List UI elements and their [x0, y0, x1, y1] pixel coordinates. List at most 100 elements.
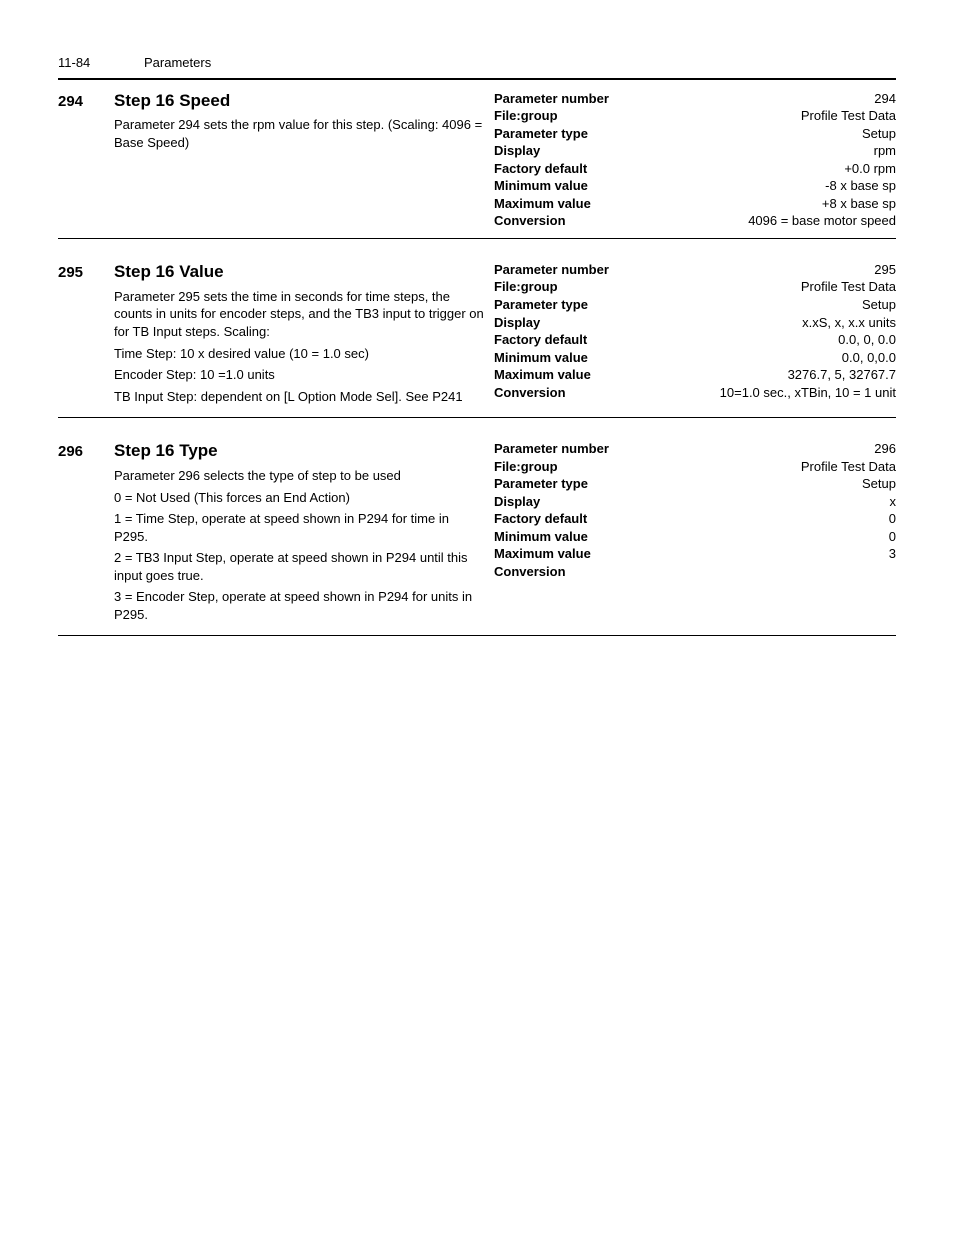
parameter-description: Parameter 294 sets the rpm value for thi… — [114, 116, 484, 151]
description-line: Encoder Step: 10 =1.0 units — [114, 366, 484, 384]
property-value: 0 — [889, 510, 896, 528]
property-row: Minimum value 0 — [494, 528, 896, 546]
property-value: +0.0 rpm — [844, 160, 896, 178]
description-line: 2 = TB3 Input Step, operate at speed sho… — [114, 549, 484, 584]
parameter-description-column: Step 16 Speed Parameter 294 sets the rpm … — [114, 90, 494, 230]
property-label: File:group — [494, 107, 558, 125]
property-value: 3276.7, 5, 32767.7 — [788, 366, 896, 384]
description-line: Time Step: 10 x desired value (10 = 1.0 … — [114, 345, 484, 363]
parameter-properties-column: Parameter number 295 File:group Profile Tes… — [494, 261, 896, 409]
property-value: rpm — [874, 142, 896, 160]
parameter-id: 295 — [58, 261, 114, 409]
property-value: 294 — [874, 90, 896, 108]
parameter-description-column: Step 16 Type Parameter 296 selects the ty… — [114, 440, 494, 627]
property-value: x.xS, x, x.x units — [802, 314, 896, 332]
description-line: Parameter 296 selects the type of step t… — [114, 467, 484, 485]
property-row: Parameter number294 — [494, 90, 896, 108]
parameter-id: 294 — [58, 90, 114, 230]
property-value: Profile Test Data — [801, 278, 896, 296]
property-value: 4096 = base motor speed — [748, 212, 896, 230]
property-value: Profile Test Data — [801, 107, 896, 125]
parameter-properties-column: Parameter number296File:group Profile Tes… — [494, 440, 896, 627]
property-row: File:group Profile Test Data — [494, 458, 896, 476]
property-row: File:group Profile Test Data — [494, 107, 896, 125]
parameter-description: Parameter 295 sets the time in seconds f… — [114, 288, 484, 405]
property-label: Maximum value — [494, 545, 591, 563]
parameter-title: Step 16 Value — [114, 261, 484, 284]
property-row: Factory default 0 — [494, 510, 896, 528]
property-label: Factory default — [494, 160, 587, 178]
description-line: 0 = Not Used (This forces an End Action) — [114, 489, 484, 507]
property-row: Parameter number296 — [494, 440, 896, 458]
property-value: +8 x base sp — [822, 195, 896, 213]
property-row: Parameter type Setup — [494, 125, 896, 143]
parameter-properties-column: Parameter number294File:group Profile Tes… — [494, 90, 896, 230]
property-row: Display x.xS, x, x.x units — [494, 314, 896, 332]
property-value: 296 — [874, 440, 896, 458]
property-label: Display — [494, 142, 540, 160]
parameters-list: 294Step 16 SpeedParameter 294 sets the r… — [58, 86, 896, 637]
property-value: 0.0, 0, 0.0 — [838, 331, 896, 349]
property-label: Minimum value — [494, 177, 588, 195]
property-row: Minimum value -8 x base sp — [494, 177, 896, 195]
property-value: -8 x base sp — [825, 177, 896, 195]
property-label: Parameter type — [494, 296, 588, 314]
property-label: Minimum value — [494, 349, 588, 367]
property-row: Maximum value 3276.7, 5, 32767.7 — [494, 366, 896, 384]
parameter-id: 296 — [58, 440, 114, 627]
property-value: 0.0, 0,0.0 — [842, 349, 896, 367]
property-row: Parameter typeSetup — [494, 475, 896, 493]
property-label: Maximum value — [494, 366, 591, 384]
property-row: Conversion 4096 = base motor speed — [494, 212, 896, 230]
property-row: Maximum value 3 — [494, 545, 896, 563]
property-value: 295 — [874, 261, 896, 279]
property-row: Minimum value 0.0, 0,0.0 — [494, 349, 896, 367]
property-row: Conversion 10=1.0 sec., xTBin, 10 = 1 uni… — [494, 384, 896, 402]
property-row: Factory default +0.0 rpm — [494, 160, 896, 178]
page-section-title: Parameters — [144, 54, 211, 72]
property-label: Parameter type — [494, 475, 588, 493]
property-value: Profile Test Data — [801, 458, 896, 476]
property-label: Parameter type — [494, 125, 588, 143]
description-line: Parameter 295 sets the time in seconds f… — [114, 288, 484, 341]
parameter-block: 294Step 16 SpeedParameter 294 sets the r… — [58, 86, 896, 239]
property-label: Minimum value — [494, 528, 588, 546]
parameter-block: 295Step 16 ValueParameter 295 sets the t… — [58, 257, 896, 418]
property-label: Parameter number — [494, 261, 609, 279]
parameter-title: Step 16 Type — [114, 440, 484, 463]
property-value: Setup — [862, 125, 896, 143]
parameter-description: Parameter 296 selects the type of step t… — [114, 467, 484, 623]
description-line: 3 = Encoder Step, operate at speed shown… — [114, 588, 484, 623]
parameter-description-column: Step 16 Value Parameter 295 sets the time… — [114, 261, 494, 409]
property-value: 0 — [889, 528, 896, 546]
property-row: Factory default 0.0, 0, 0.0 — [494, 331, 896, 349]
property-row: Display rpm — [494, 142, 896, 160]
property-label: Display — [494, 314, 540, 332]
property-row: File:group Profile Test Data — [494, 278, 896, 296]
property-label: Factory default — [494, 510, 587, 528]
parameter-title: Step 16 Speed — [114, 90, 484, 113]
description-line: 1 = Time Step, operate at speed shown in… — [114, 510, 484, 545]
property-row: Display x — [494, 493, 896, 511]
description-line: Parameter 294 sets the rpm value for thi… — [114, 116, 484, 151]
property-value: 3 — [889, 545, 896, 563]
page-header: 11-84 Parameters — [58, 54, 896, 80]
property-row: Maximum value +8 x base sp — [494, 195, 896, 213]
property-label: File:group — [494, 278, 558, 296]
property-label: File:group — [494, 458, 558, 476]
property-row: Conversion — [494, 563, 896, 581]
property-label: Display — [494, 493, 540, 511]
description-line: TB Input Step: dependent on [L Option Mo… — [114, 388, 484, 406]
property-label: Conversion — [494, 563, 566, 581]
property-label: Conversion — [494, 384, 566, 402]
property-value: 10=1.0 sec., xTBin, 10 = 1 unit — [720, 384, 896, 402]
page-number: 11-84 — [58, 54, 144, 72]
property-label: Factory default — [494, 331, 587, 349]
property-label: Conversion — [494, 212, 566, 230]
parameter-block: 296Step 16 TypeParameter 296 selects the… — [58, 436, 896, 636]
property-value: x — [890, 493, 897, 511]
property-label: Maximum value — [494, 195, 591, 213]
property-value: Setup — [862, 296, 896, 314]
property-row: Parameter type Setup — [494, 296, 896, 314]
property-row: Parameter number 295 — [494, 261, 896, 279]
